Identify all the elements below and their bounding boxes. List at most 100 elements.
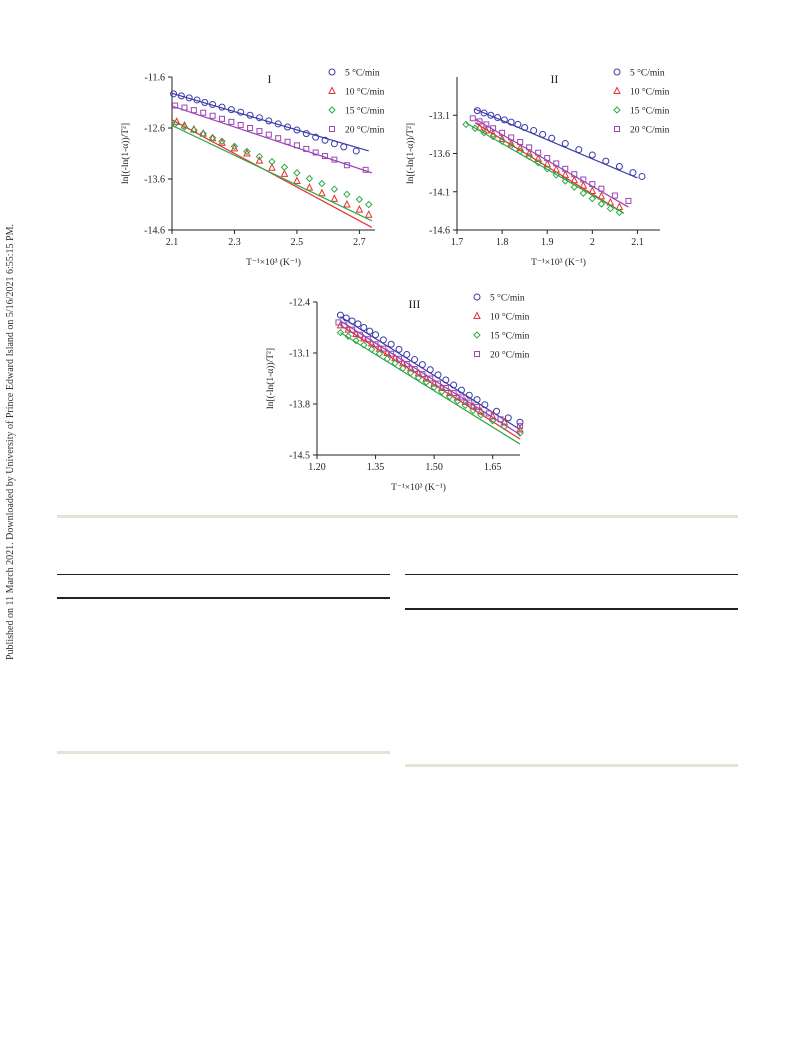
x-tick-label: 1.20	[308, 462, 326, 473]
data-point	[185, 94, 193, 102]
data-point	[411, 356, 419, 364]
data-point	[171, 120, 179, 128]
legend-marker	[613, 86, 621, 94]
legend-marker	[473, 331, 481, 339]
data-point	[473, 396, 481, 404]
data-point	[208, 133, 217, 142]
data-point	[293, 176, 301, 185]
x-tick-label: 2.7	[353, 237, 366, 248]
chart-ii: -13.1 -13.6 -14.1 -14.61.7 1.8 1.9 2 2.1 T⁻¹×10³…	[405, 68, 670, 269]
data-point	[305, 174, 314, 183]
data-point	[190, 107, 197, 114]
data-point	[442, 376, 450, 384]
data-point	[548, 134, 556, 142]
table-left-header-rule	[57, 597, 390, 599]
fit-line	[171, 124, 373, 222]
table-right-bottom-rule	[405, 764, 738, 767]
data-point	[170, 90, 178, 98]
data-point	[411, 366, 418, 373]
data-point	[588, 194, 597, 203]
data-point	[391, 359, 399, 367]
chart-iii: -12.4 -13.1 -13.8 -14.51.20 1.35 1.50 1.65 T⁻¹×…	[265, 293, 530, 494]
data-point	[355, 204, 364, 213]
data-point	[318, 188, 326, 197]
legend-marker	[328, 68, 336, 76]
legend-label: 20 °C/min	[490, 350, 530, 361]
data-point	[380, 345, 387, 352]
data-point	[552, 171, 560, 179]
panel-title: III	[408, 297, 420, 311]
data-point	[588, 151, 596, 159]
data-point	[201, 99, 209, 106]
legend-label: 5 °C/min	[630, 68, 665, 79]
data-point	[336, 311, 344, 319]
data-point	[543, 165, 551, 173]
data-point	[534, 158, 542, 167]
data-point	[589, 181, 596, 188]
data-point	[375, 350, 384, 358]
x-axis-label: T⁻¹×10³ (K⁻¹)	[391, 482, 446, 493]
data-point	[352, 147, 360, 155]
data-point	[490, 125, 497, 132]
data-point	[193, 96, 201, 104]
data-point	[517, 139, 524, 146]
data-point	[395, 345, 403, 353]
y-tick-label: -14.6	[144, 226, 165, 237]
legend-label: 15 °C/min	[490, 331, 530, 342]
data-point	[525, 148, 533, 157]
data-point	[199, 129, 207, 138]
data-point	[517, 422, 523, 429]
data-point	[598, 185, 605, 192]
legend-marker	[613, 68, 621, 76]
data-point	[230, 142, 239, 151]
legend-label: 15 °C/min	[630, 106, 670, 117]
data-point	[535, 149, 542, 156]
data-point	[489, 132, 497, 141]
data-point	[293, 126, 301, 134]
data-point	[362, 166, 369, 173]
data-point	[342, 314, 350, 322]
data-point	[302, 130, 310, 138]
data-point	[330, 194, 339, 202]
data-point	[305, 183, 314, 191]
data-point	[516, 424, 524, 433]
data-point	[360, 341, 368, 349]
data-point	[561, 177, 569, 185]
data-point	[200, 109, 207, 116]
y-tick-label: -13.1	[289, 349, 310, 360]
legend-label: 10 °C/min	[490, 312, 530, 323]
data-point	[426, 366, 434, 374]
legend-marker	[329, 126, 335, 132]
data-point	[500, 116, 508, 124]
data-point	[606, 204, 615, 213]
data-point	[458, 394, 465, 401]
data-point	[615, 208, 624, 217]
legend-marker	[473, 311, 481, 319]
data-point	[243, 147, 251, 156]
data-point	[539, 130, 547, 138]
data-point	[274, 120, 282, 128]
data-point	[570, 175, 579, 184]
data-point	[218, 137, 226, 145]
data-point	[237, 108, 245, 116]
y-axis-label: ln[(-ln(1-α))/T²]	[120, 123, 131, 184]
data-point	[367, 345, 376, 354]
y-tick-label: -14.6	[429, 226, 450, 237]
x-tick-label: 1.8	[496, 237, 509, 248]
data-point	[580, 176, 587, 183]
data-point	[530, 127, 538, 135]
data-point	[516, 429, 524, 437]
data-point	[611, 192, 618, 199]
y-axis-label: ln[(-ln(1-α))/T²]	[405, 123, 416, 184]
legend-label: 5 °C/min	[345, 68, 380, 79]
data-point	[507, 118, 515, 126]
data-point	[180, 123, 189, 131]
legend-marker	[328, 86, 336, 94]
data-point	[293, 142, 300, 149]
data-point	[256, 128, 263, 135]
data-point	[372, 331, 380, 339]
data-point	[265, 131, 272, 138]
y-tick-label: -12.4	[289, 298, 310, 309]
data-point	[435, 380, 442, 387]
data-point	[364, 336, 371, 343]
